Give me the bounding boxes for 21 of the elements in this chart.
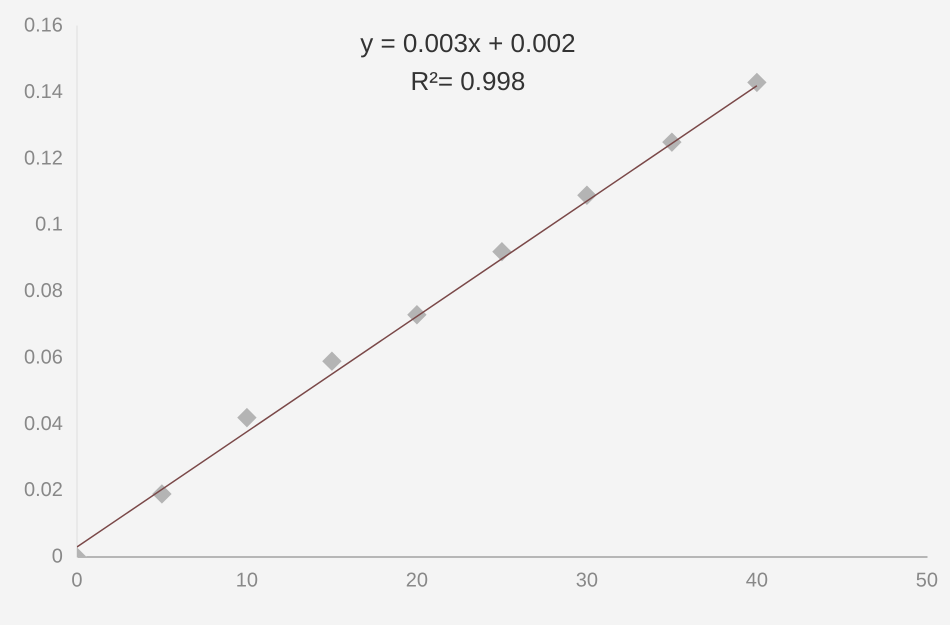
point: [492, 242, 512, 262]
x-tick-label: 10: [236, 570, 258, 592]
point: [237, 408, 256, 428]
y-tick-label: 0.04: [24, 412, 63, 435]
y-tick-label: 0.16: [24, 14, 63, 37]
x-tick-label: 50: [916, 570, 938, 592]
annotation: R²= 0.998: [410, 66, 526, 96]
y-tick-label: 0.06: [24, 346, 63, 368]
point: [747, 72, 766, 92]
y-tick-label: 0.14: [24, 80, 63, 103]
y-tick-label: 0.1: [35, 214, 63, 236]
x-tick-label: 30: [576, 570, 598, 592]
x-tick-label: 0: [71, 570, 82, 592]
y-tick-label: 0.12: [24, 147, 63, 170]
y-tick-label: 0.08: [24, 280, 63, 302]
point: [322, 352, 342, 371]
x-tick-label: 40: [746, 570, 768, 592]
x-tick-label: 20: [406, 570, 428, 592]
y-tick-label: 0.02: [24, 479, 63, 502]
annotation: y = 0.003x + 0.002: [360, 28, 576, 58]
y-tick-label: 0: [52, 546, 63, 568]
